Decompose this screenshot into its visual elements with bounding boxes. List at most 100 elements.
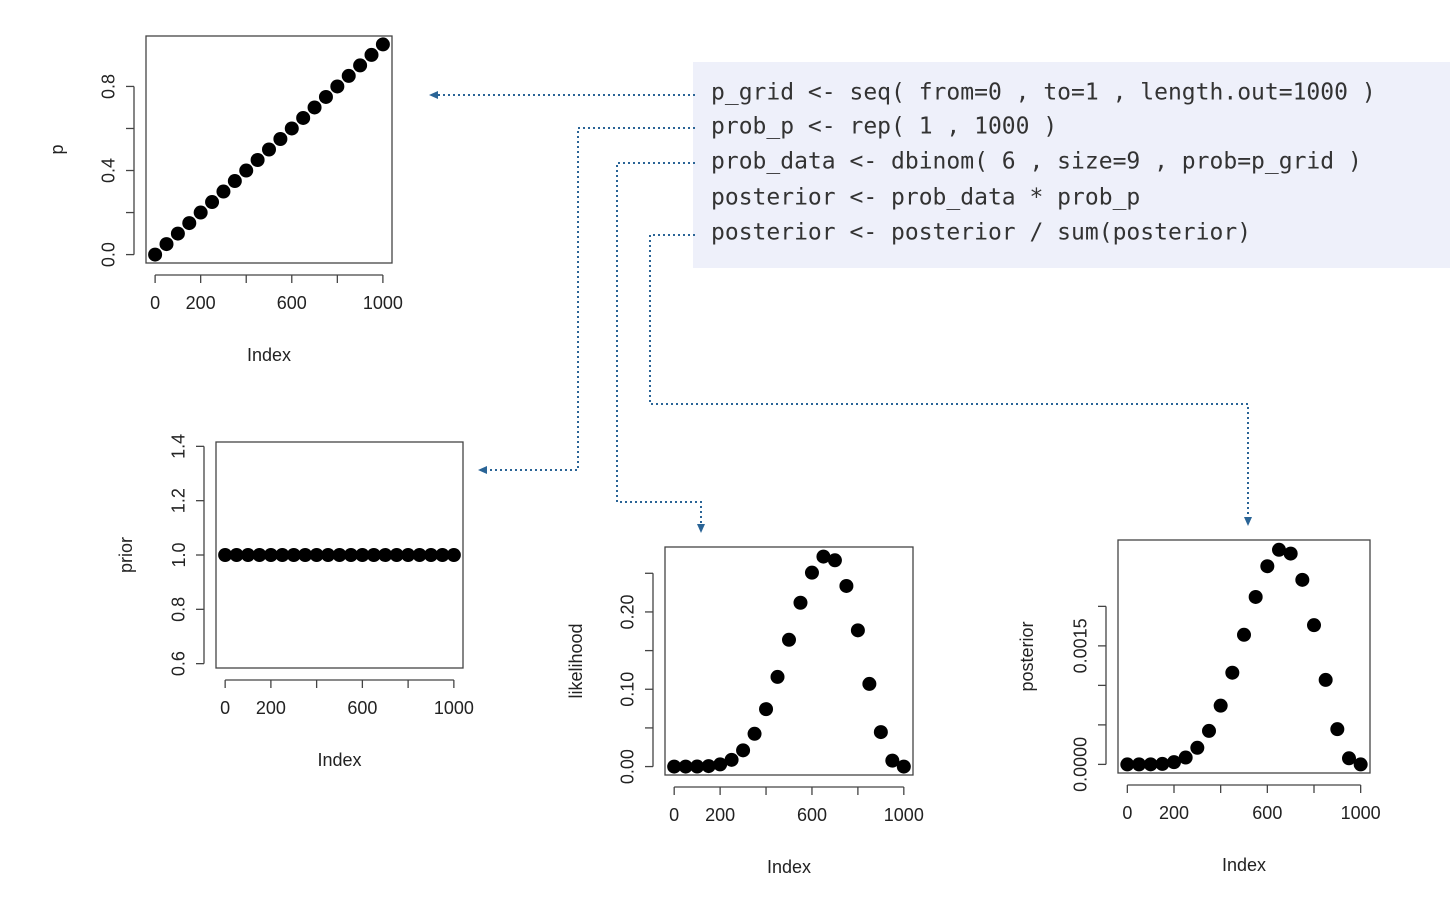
point — [375, 37, 390, 52]
point — [182, 216, 197, 231]
point — [1132, 757, 1146, 772]
y-tick-label: 0.4 — [99, 158, 119, 183]
plot-frame — [664, 546, 914, 776]
x-tick-label: 600 — [277, 293, 307, 313]
arrow-head — [697, 524, 705, 533]
point — [1260, 559, 1275, 574]
point — [241, 548, 256, 562]
point — [1318, 672, 1333, 687]
point — [262, 142, 276, 157]
y-tick-label: 1.0 — [169, 542, 189, 567]
x-tick-label: 200 — [1159, 803, 1189, 823]
point — [690, 759, 705, 774]
point — [341, 68, 356, 83]
point — [309, 548, 324, 562]
point — [839, 578, 854, 593]
chart: 0 200 600 1000 0.0 0.4 0.8 Index p — [47, 35, 403, 365]
chart: 0 200 600 1000 0.6 0.8 1.0 1.2 1.4 Index prior — [116, 434, 474, 770]
point — [1330, 722, 1345, 737]
point — [724, 752, 739, 767]
code: p_grid <- seq( from=0 , to=1 , length.ou… — [711, 80, 1376, 246]
y-axis-label: likelihood — [566, 623, 586, 698]
y-tick-label: 0.20 — [618, 594, 638, 629]
point — [318, 89, 333, 104]
point — [229, 548, 244, 562]
y-tick-label: 0.0015 — [1071, 618, 1091, 673]
point — [885, 753, 900, 768]
code-line: prob_p <- rep( 1 , 1000 ) — [711, 114, 1057, 140]
y-tick-label: 0.8 — [169, 597, 189, 622]
point — [667, 759, 682, 774]
plot-frame — [215, 441, 464, 669]
point — [1307, 618, 1321, 633]
point — [159, 237, 174, 252]
point — [227, 174, 242, 189]
x-tick-label: 0 — [1122, 803, 1132, 823]
arrow — [616, 162, 702, 526]
point — [307, 100, 322, 115]
point — [1155, 756, 1170, 771]
arrow-head — [429, 91, 438, 99]
x-tick-label: 200 — [705, 805, 735, 825]
x-tick-label: 200 — [186, 293, 216, 313]
point — [1272, 542, 1286, 557]
point — [401, 548, 416, 562]
point — [275, 548, 290, 562]
point — [286, 548, 301, 562]
x-tick-label: 1000 — [363, 293, 403, 313]
x-tick-label: 200 — [256, 698, 286, 718]
y-tick-label: 1.2 — [169, 488, 189, 513]
point — [389, 548, 404, 562]
y-tick-label: 0.0000 — [1071, 737, 1091, 792]
arrow-head — [1244, 517, 1252, 526]
point — [782, 632, 796, 647]
point — [284, 121, 299, 136]
point — [1213, 698, 1228, 713]
point — [273, 131, 288, 146]
point — [862, 676, 877, 691]
y-tick-label: 0.6 — [169, 651, 189, 676]
x-axis-label: Index — [1222, 855, 1266, 875]
point — [850, 623, 865, 638]
point — [355, 548, 370, 562]
point — [205, 195, 220, 210]
point — [816, 549, 831, 564]
point — [330, 79, 345, 94]
arrow-head — [478, 466, 487, 474]
point — [298, 548, 313, 562]
x-tick-label: 1000 — [434, 698, 474, 718]
point — [759, 702, 774, 717]
point — [435, 548, 450, 562]
point — [1353, 757, 1368, 772]
code-line: p_grid <- seq( from=0 , to=1 , length.ou… — [711, 80, 1376, 106]
x-axis-label: Index — [767, 857, 811, 877]
code-line: posterior <- prob_data * prob_p — [711, 185, 1140, 211]
x-tick-label: 600 — [1252, 803, 1282, 823]
code-box — [693, 62, 1450, 268]
point — [678, 759, 693, 774]
point — [1283, 546, 1298, 561]
point — [378, 548, 393, 562]
point — [412, 548, 427, 562]
x-tick-label: 0 — [150, 293, 160, 313]
point — [296, 110, 311, 125]
x-tick-label: 600 — [347, 698, 377, 718]
x-tick-label: 0 — [220, 698, 230, 718]
point — [218, 548, 233, 562]
point — [252, 548, 267, 562]
chart: 0 200 600 1000 0.0000 0.0015 Index posterior — [1017, 539, 1381, 875]
chart: 0 200 600 1000 0.00 0.10 0.20 Index likelihood — [566, 546, 924, 877]
y-tick-label: 0.00 — [618, 749, 638, 784]
code-line: posterior <- posterior / sum(posterior) — [711, 220, 1251, 246]
point — [804, 565, 819, 580]
point — [701, 759, 716, 774]
point — [364, 47, 379, 62]
x-tick-label: 600 — [797, 805, 827, 825]
arrow — [485, 127, 695, 471]
x-tick-label: 1000 — [884, 805, 924, 825]
point — [827, 553, 842, 568]
point — [148, 247, 163, 262]
arrow — [649, 234, 1249, 519]
point — [1202, 723, 1216, 738]
